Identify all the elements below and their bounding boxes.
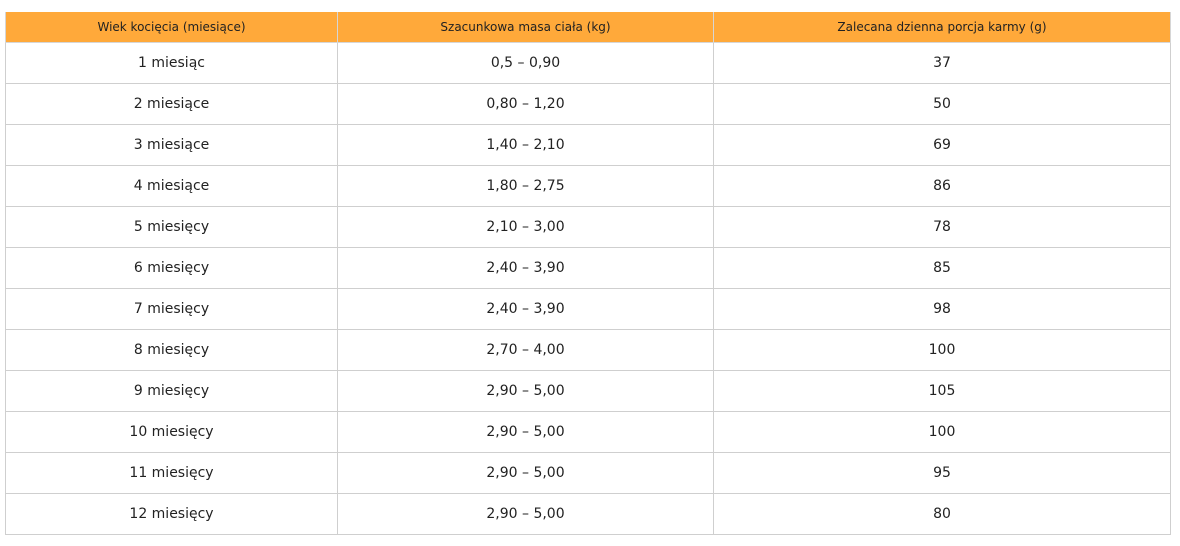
cell-weight: 2,90 – 5,00 <box>337 411 714 453</box>
cell-weight: 1,40 – 2,10 <box>337 124 714 166</box>
cell-weight: 2,40 – 3,90 <box>337 247 714 289</box>
cell-age: 7 miesięcy <box>5 288 338 330</box>
cell-portion: 37 <box>713 42 1171 84</box>
cell-weight: 1,80 – 2,75 <box>337 165 714 207</box>
cell-weight: 2,70 – 4,00 <box>337 329 714 371</box>
cell-age: 2 miesiące <box>5 83 338 125</box>
cell-portion: 100 <box>713 329 1171 371</box>
table-row: 9 miesięcy 2,90 – 5,00 105 <box>5 370 1171 412</box>
kitten-feeding-table: Wiek kocięcia (miesiące) Szacunkowa masa… <box>5 12 1171 535</box>
cell-age: 1 miesiąc <box>5 42 338 84</box>
cell-age: 9 miesięcy <box>5 370 338 412</box>
table-row: 2 miesiące 0,80 – 1,20 50 <box>5 83 1171 125</box>
cell-portion: 85 <box>713 247 1171 289</box>
cell-weight: 2,40 – 3,90 <box>337 288 714 330</box>
cell-weight: 2,10 – 3,00 <box>337 206 714 248</box>
cell-portion: 50 <box>713 83 1171 125</box>
header-weight: Szacunkowa masa ciała (kg) <box>337 12 714 43</box>
cell-portion: 69 <box>713 124 1171 166</box>
table-row: 6 miesięcy 2,40 – 3,90 85 <box>5 247 1171 289</box>
cell-portion: 95 <box>713 452 1171 494</box>
cell-age: 11 miesięcy <box>5 452 338 494</box>
cell-age: 4 miesiące <box>5 165 338 207</box>
table-row: 3 miesiące 1,40 – 2,10 69 <box>5 124 1171 166</box>
header-age: Wiek kocięcia (miesiące) <box>5 12 338 43</box>
cell-age: 6 miesięcy <box>5 247 338 289</box>
cell-portion: 86 <box>713 165 1171 207</box>
cell-age: 12 miesięcy <box>5 493 338 535</box>
cell-age: 3 miesiące <box>5 124 338 166</box>
table-header-row: Wiek kocięcia (miesiące) Szacunkowa masa… <box>5 12 1171 43</box>
table-row: 1 miesiąc 0,5 – 0,90 37 <box>5 42 1171 84</box>
header-portion: Zalecana dzienna porcja karmy (g) <box>713 12 1171 43</box>
cell-weight: 0,5 – 0,90 <box>337 42 714 84</box>
table-row: 5 miesięcy 2,10 – 3,00 78 <box>5 206 1171 248</box>
table-row: 4 miesiące 1,80 – 2,75 86 <box>5 165 1171 207</box>
cell-weight: 2,90 – 5,00 <box>337 493 714 535</box>
cell-weight: 2,90 – 5,00 <box>337 370 714 412</box>
cell-age: 5 miesięcy <box>5 206 338 248</box>
table-row: 10 miesięcy 2,90 – 5,00 100 <box>5 411 1171 453</box>
table-row: 12 miesięcy 2,90 – 5,00 80 <box>5 493 1171 535</box>
cell-portion: 100 <box>713 411 1171 453</box>
cell-portion: 80 <box>713 493 1171 535</box>
cell-age: 8 miesięcy <box>5 329 338 371</box>
cell-age: 10 miesięcy <box>5 411 338 453</box>
cell-weight: 0,80 – 1,20 <box>337 83 714 125</box>
cell-portion: 105 <box>713 370 1171 412</box>
table-row: 7 miesięcy 2,40 – 3,90 98 <box>5 288 1171 330</box>
table-row: 8 miesięcy 2,70 – 4,00 100 <box>5 329 1171 371</box>
cell-weight: 2,90 – 5,00 <box>337 452 714 494</box>
cell-portion: 98 <box>713 288 1171 330</box>
table-row: 11 miesięcy 2,90 – 5,00 95 <box>5 452 1171 494</box>
cell-portion: 78 <box>713 206 1171 248</box>
